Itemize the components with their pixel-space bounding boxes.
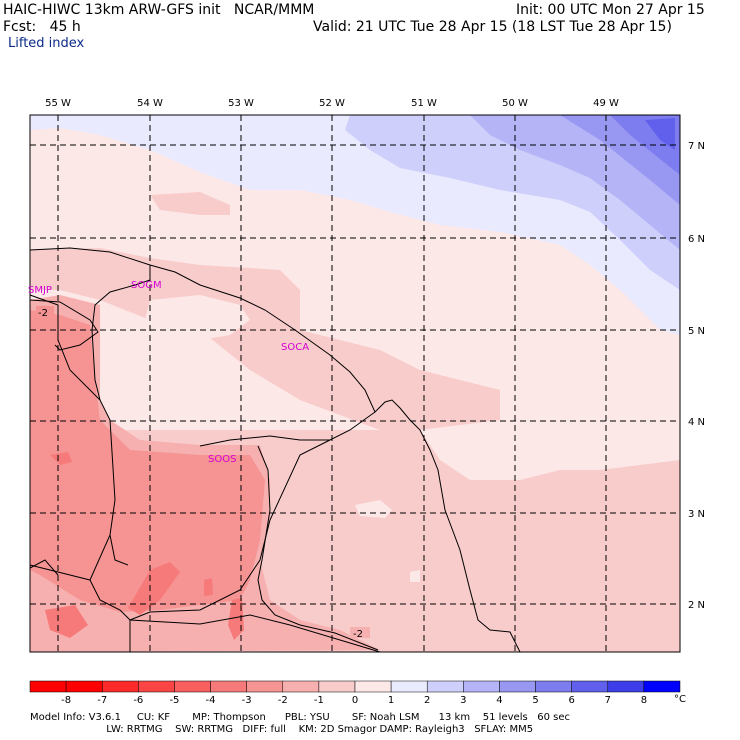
colorbar-tick-label: 3 bbox=[460, 695, 467, 706]
colorbar bbox=[29, 680, 681, 693]
lon-label: 49 W bbox=[593, 98, 619, 109]
colorbar-tick-label: -8 bbox=[61, 695, 72, 706]
graticule bbox=[30, 115, 680, 652]
colorbar-tick-label: -1 bbox=[313, 695, 324, 706]
colorbar-tick-label: 8 bbox=[640, 695, 648, 706]
contour-value-labels: -2 -2 bbox=[36, 306, 370, 640]
lat-label: 5 N bbox=[688, 326, 705, 337]
lon-label: 54 W bbox=[137, 98, 163, 109]
colorbar-swatch bbox=[643, 680, 681, 693]
lat-label: 6 N bbox=[688, 234, 705, 245]
station-soos: SOOS bbox=[208, 454, 236, 465]
colorbar-tick-label: 7 bbox=[604, 695, 611, 706]
map-frame bbox=[29, 114, 681, 653]
colorbar-tick-label: 0 bbox=[351, 695, 359, 706]
lat-label: 3 N bbox=[688, 509, 705, 520]
valid-time: Valid: 21 UTC Tue 28 Apr 15 (18 LST Tue … bbox=[313, 19, 672, 35]
field-shading bbox=[30, 115, 680, 652]
colorbar-swatch bbox=[463, 680, 500, 693]
colorbar-tick-label: 6 bbox=[568, 695, 575, 706]
lon-label: 53 W bbox=[228, 98, 254, 109]
colorbar-swatch bbox=[499, 680, 536, 693]
colorbar-tick-label: 5 bbox=[532, 695, 539, 706]
colorbar-swatch bbox=[607, 680, 645, 693]
colorbar-swatch bbox=[535, 680, 572, 693]
forecast-hour: Fcst: 45 h bbox=[3, 19, 81, 35]
colorbar-tick-label: -6 bbox=[133, 695, 144, 706]
colorbar-swatch bbox=[138, 680, 175, 693]
colorbar-tick-label: -2 bbox=[277, 695, 288, 706]
colorbar-tick-label: 4 bbox=[496, 695, 503, 706]
colorbar-swatch bbox=[571, 680, 609, 693]
station-soca: SOCA bbox=[281, 342, 309, 353]
colorbar-swatch bbox=[65, 680, 103, 693]
contour-label: -2 bbox=[353, 629, 363, 640]
colorbar-swatch bbox=[174, 680, 211, 693]
colorbar-swatch bbox=[210, 680, 247, 693]
colorbar-tick-label: -3 bbox=[241, 695, 252, 706]
colorbar-swatch bbox=[354, 680, 392, 693]
init-time: Init: 00 UTC Mon 27 Apr 15 bbox=[516, 2, 705, 18]
colorbar-swatch bbox=[390, 680, 428, 693]
field-name: Lifted index bbox=[8, 36, 85, 51]
lat-label: 7 N bbox=[688, 141, 705, 152]
colorbar-unit: °C bbox=[674, 694, 686, 705]
model-title: HAIC-HIWC 13km ARW-GFS init NCAR/MMM bbox=[3, 2, 315, 18]
colorbar-swatch bbox=[318, 680, 356, 693]
model-info-line2: LW: RRTMG SW: RRTMG DIFF: full KM: 2D Sm… bbox=[30, 724, 534, 735]
colorbar-swatch bbox=[246, 680, 284, 693]
lon-label: 50 W bbox=[502, 98, 528, 109]
colorbar-tick-label: 1 bbox=[387, 695, 395, 706]
lon-label: 52 W bbox=[319, 98, 345, 109]
colorbar-tick-label: 2 bbox=[424, 695, 431, 706]
latitude-labels: 7 N 6 N 5 N 4 N 3 N 2 N bbox=[688, 141, 705, 611]
colorbar-swatch bbox=[282, 680, 320, 693]
station-sogm: SOGM bbox=[131, 280, 162, 291]
contour-lines bbox=[29, 299, 379, 651]
colorbar-tick-label: -4 bbox=[205, 695, 216, 706]
lon-label: 51 W bbox=[411, 98, 437, 109]
longitude-labels: 55 W 54 W 53 W 52 W 51 W 50 W 49 W bbox=[45, 98, 619, 109]
lat-label: 4 N bbox=[688, 417, 705, 428]
colorbar-swatch bbox=[426, 680, 464, 693]
colorbar-swatch bbox=[101, 680, 139, 693]
lon-label: 55 W bbox=[45, 98, 71, 109]
station-smjp: SMJP bbox=[28, 285, 52, 296]
colorbar-tick-label: -7 bbox=[97, 695, 108, 706]
contour-label: -2 bbox=[38, 308, 48, 319]
model-info-line1: Model Info: V3.6.1 CU: KF MP: Thompson P… bbox=[30, 712, 570, 723]
lat-label: 2 N bbox=[688, 600, 705, 611]
colorbar-swatch bbox=[29, 680, 67, 693]
station-labels: SMJP SOGM SOCA SOOS bbox=[28, 280, 309, 465]
colorbar-tick-label: -5 bbox=[169, 695, 180, 706]
